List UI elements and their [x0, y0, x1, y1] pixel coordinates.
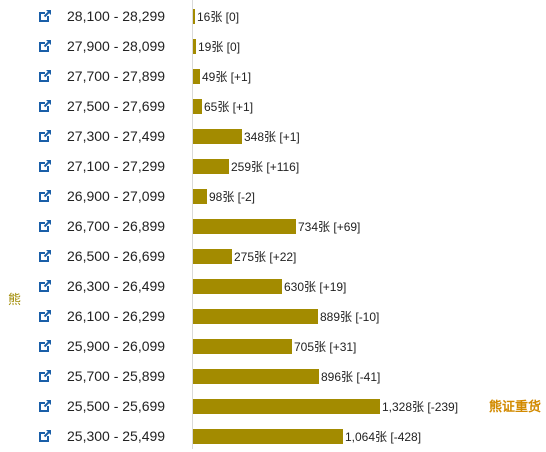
- tick-label: 26,300 - 26,499: [67, 278, 166, 294]
- external-link-icon[interactable]: [38, 339, 52, 353]
- bar: [193, 249, 232, 264]
- bar: [193, 279, 282, 294]
- tick-label: 25,500 - 25,699: [67, 398, 166, 414]
- tick-label: 27,900 - 28,099: [67, 38, 166, 54]
- bar: [193, 69, 200, 84]
- data-label: 65张 [+1]: [204, 100, 254, 114]
- external-link-icon[interactable]: [38, 399, 52, 413]
- tick-label: 28,100 - 28,299: [67, 8, 166, 24]
- external-link-icon[interactable]: [38, 189, 52, 203]
- chart-row: 25,300 - 25,499 1,064张 [-428]: [0, 422, 546, 452]
- data-label: 98张 [-2]: [209, 190, 256, 204]
- tick-label: 26,900 - 27,099: [67, 188, 166, 204]
- bar: [193, 369, 319, 384]
- bar: [193, 399, 380, 414]
- external-link-icon[interactable]: [38, 309, 52, 323]
- data-label: 705张 [+31]: [294, 340, 357, 354]
- external-link-icon[interactable]: [38, 249, 52, 263]
- data-label: 348张 [+1]: [244, 130, 300, 144]
- bar: [193, 219, 296, 234]
- chart-row: 28,100 - 28,299 16张 [0]: [0, 2, 546, 32]
- bar: [193, 129, 242, 144]
- chart-row: 25,900 - 26,099 705张 [+31]: [0, 332, 546, 362]
- chart-row: 27,300 - 27,499 348张 [+1]: [0, 122, 546, 152]
- chart-axis-line: [192, 0, 193, 449]
- chart-row: 27,100 - 27,299 259张 [+116]: [0, 152, 546, 182]
- chart-row: 26,700 - 26,899 734张 [+69]: [0, 212, 546, 242]
- chart-row: 27,500 - 27,699 65张 [+1]: [0, 92, 546, 122]
- external-link-icon[interactable]: [38, 219, 52, 233]
- bar: [193, 189, 207, 204]
- data-label: 889张 [-10]: [320, 310, 380, 324]
- tick-label: 27,500 - 27,699: [67, 98, 166, 114]
- bar: [193, 9, 195, 24]
- external-link-icon[interactable]: [38, 369, 52, 383]
- external-link-icon[interactable]: [38, 99, 52, 113]
- data-label: 49张 [+1]: [202, 70, 252, 84]
- chart-row: 26,500 - 26,699 275张 [+22]: [0, 242, 546, 272]
- data-label: 1,064张 [-428]: [345, 430, 422, 444]
- external-link-icon[interactable]: [38, 279, 52, 293]
- bar: [193, 339, 292, 354]
- bar: [193, 429, 343, 444]
- external-link-icon[interactable]: [38, 69, 52, 83]
- tick-label: 25,700 - 25,899: [67, 368, 166, 384]
- data-label: 896张 [-41]: [321, 370, 381, 384]
- external-link-icon[interactable]: [38, 39, 52, 53]
- bar: [193, 39, 196, 54]
- tick-label: 25,900 - 26,099: [67, 338, 166, 354]
- tick-label: 27,300 - 27,499: [67, 128, 166, 144]
- tick-label: 26,100 - 26,299: [67, 308, 166, 324]
- data-label: 1,328张 [-239]: [382, 400, 459, 414]
- chart-row: 25,700 - 25,899 896张 [-41]: [0, 362, 546, 392]
- side-label: 熊: [8, 292, 22, 307]
- tick-label: 27,700 - 27,899: [67, 68, 166, 84]
- chart-row: 27,700 - 27,899 49张 [+1]: [0, 62, 546, 92]
- tick-label: 25,300 - 25,499: [67, 428, 166, 444]
- external-link-icon[interactable]: [38, 159, 52, 173]
- chart-row: 26,300 - 26,499 630张 [+19]: [0, 272, 546, 302]
- tick-label: 26,700 - 26,899: [67, 218, 166, 234]
- tick-label: 26,500 - 26,699: [67, 248, 166, 264]
- external-link-icon[interactable]: [38, 129, 52, 143]
- chart-row: 26,900 - 27,099 98张 [-2]: [0, 182, 546, 212]
- data-label: 16张 [0]: [197, 10, 240, 24]
- bar: [193, 99, 202, 114]
- data-label: 734张 [+69]: [298, 220, 361, 234]
- chart-row: 27,900 - 28,099 19张 [0]: [0, 32, 546, 62]
- chart-row: 26,100 - 26,299 889张 [-10]: [0, 302, 546, 332]
- tick-label: 27,100 - 27,299: [67, 158, 166, 174]
- external-link-icon[interactable]: [38, 429, 52, 443]
- chart-row: 25,500 - 25,699 1,328张 [-239]: [0, 392, 546, 422]
- data-label: 19张 [0]: [198, 40, 241, 54]
- data-label: 259张 [+116]: [231, 160, 300, 174]
- data-label: 630张 [+19]: [284, 280, 347, 294]
- external-link-icon[interactable]: [38, 9, 52, 23]
- bar: [193, 159, 229, 174]
- heavy-position-label: 熊证重货: [489, 399, 542, 414]
- bar: [193, 309, 318, 324]
- data-label: 275张 [+22]: [234, 250, 297, 264]
